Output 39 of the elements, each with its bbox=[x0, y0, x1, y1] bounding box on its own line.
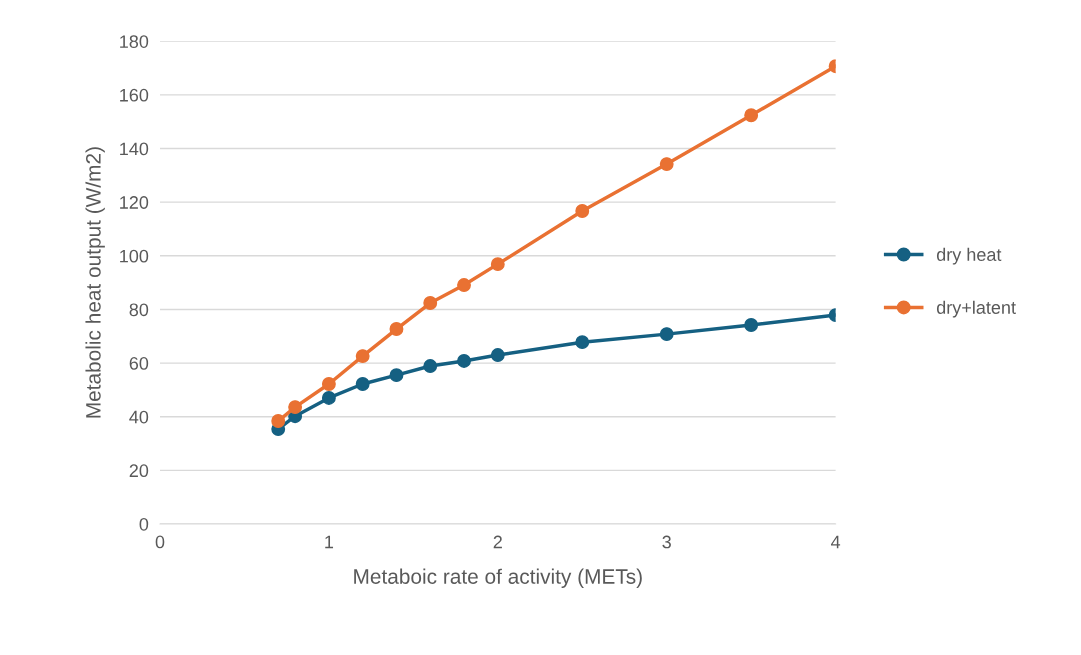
y-tick-label: 0 bbox=[139, 517, 149, 531]
point bbox=[575, 335, 590, 350]
y-tick-label: 160 bbox=[120, 88, 149, 102]
point bbox=[321, 391, 336, 405]
y-tick-label: 120 bbox=[120, 196, 149, 209]
point bbox=[355, 349, 370, 364]
y-tick-label: 180 bbox=[120, 35, 149, 48]
legend-label: dry heat bbox=[936, 247, 1002, 265]
legend-label: dry+latent bbox=[936, 300, 1016, 318]
point bbox=[423, 359, 438, 373]
y-tick-label: 140 bbox=[120, 142, 149, 156]
x-tick-label: 4 bbox=[831, 535, 841, 549]
point bbox=[423, 296, 438, 310]
point bbox=[271, 414, 286, 428]
point bbox=[490, 257, 505, 272]
point bbox=[389, 322, 404, 336]
point bbox=[490, 348, 505, 362]
point bbox=[744, 318, 759, 332]
point bbox=[288, 400, 303, 415]
y-tick-label: 80 bbox=[129, 303, 149, 317]
point bbox=[355, 377, 370, 391]
y-tick-label: 40 bbox=[129, 410, 149, 424]
x-tick-label: 1 bbox=[325, 535, 334, 549]
y-tick-label: 20 bbox=[129, 464, 149, 478]
point bbox=[575, 204, 590, 218]
x-tick-label: 3 bbox=[662, 535, 671, 549]
x-axis-title: Metaboic rate of activity (METs) bbox=[354, 568, 642, 589]
y-tick-label: 60 bbox=[129, 357, 149, 370]
point bbox=[659, 327, 674, 342]
point bbox=[457, 353, 471, 368]
y-axis-title: Metabolic heat output (W/m2) bbox=[85, 147, 105, 418]
y-tick-label: 100 bbox=[120, 249, 149, 263]
point bbox=[321, 377, 336, 391]
point bbox=[389, 368, 404, 383]
point bbox=[457, 278, 471, 292]
x-tick-label: 0 bbox=[155, 535, 165, 549]
x-tick-label: 2 bbox=[493, 535, 502, 549]
point bbox=[744, 108, 759, 123]
point bbox=[659, 157, 674, 172]
